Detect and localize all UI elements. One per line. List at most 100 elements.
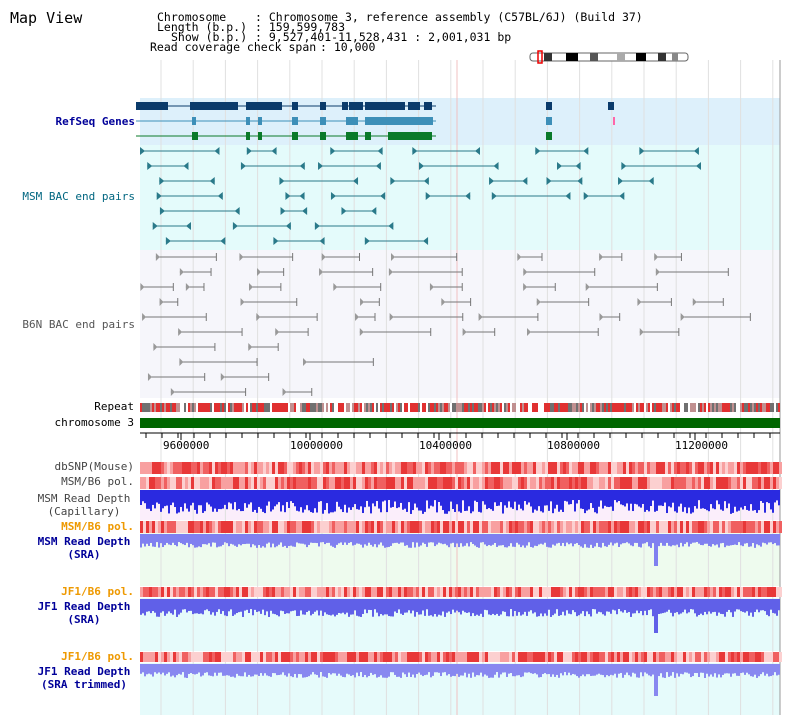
- jf1-sra-depth-bar: [578, 599, 580, 616]
- dbsnp-cell: [515, 462, 518, 474]
- jf1-trim-depth-bar: [410, 664, 412, 678]
- msm-b6-pol-cell: [479, 521, 482, 533]
- b6n-bac-end: [256, 313, 261, 321]
- track-label-b6n-bac[interactable]: B6N BAC end pairs: [22, 318, 135, 331]
- repeat-block: [674, 403, 676, 412]
- repeat-block: [458, 403, 460, 412]
- msm-capillary-depth-bar: [586, 490, 588, 511]
- track-label-jf1-b6-pol-1[interactable]: JF1/B6 pol.: [61, 585, 134, 598]
- dbsnp-cell: [587, 462, 590, 474]
- repeat-block: [346, 403, 348, 412]
- repeat-block: [752, 403, 754, 412]
- repeat-block: [322, 403, 324, 412]
- track-label-msm-bac[interactable]: MSM BAC end pairs: [22, 190, 135, 203]
- track-label-repeat[interactable]: Repeat: [94, 400, 134, 413]
- msm-b6-pol-cell: [269, 521, 272, 533]
- msm-capillary-depth-bar: [580, 490, 582, 509]
- msm-capillary-depth-bar: [168, 490, 170, 514]
- msm-b6-pol-cell: [641, 521, 644, 533]
- jf1-sra-depth-bar: [320, 599, 322, 611]
- msm-b6-pol-cell: [533, 477, 536, 489]
- msm-sra-depth-bar: [204, 534, 206, 545]
- msm-capillary-depth-bar: [326, 490, 328, 504]
- jf1-trim-depth-bar: [310, 664, 312, 675]
- msm-capillary-depth-bar: [610, 490, 612, 507]
- msm-bac-end: [364, 237, 370, 245]
- jf1-b6-pol-cell: [716, 652, 719, 662]
- jf1-trim-depth-bar: [562, 664, 564, 676]
- msm-capillary-depth-bar: [508, 490, 510, 502]
- msm-sra-depth-bar: [166, 534, 168, 543]
- msm-b6-pol-cell: [215, 477, 218, 489]
- jf1-b6-pol-cell: [650, 587, 653, 597]
- jf1-b6-pol-cell: [248, 587, 251, 597]
- msm-sra-depth-bar: [598, 534, 600, 547]
- track-label-msm-b6-pol-1[interactable]: MSM/B6 pol.: [61, 475, 134, 488]
- jf1-sra-depth-bar: [308, 599, 310, 611]
- jf1-b6-pol-cell: [752, 652, 755, 662]
- b6n-bac-end: [655, 268, 660, 276]
- b6n-bac-end: [355, 313, 360, 321]
- jf1-b6-pol-cell: [458, 652, 461, 662]
- msm-capillary-depth-bar: [388, 490, 390, 501]
- repeat-block: [528, 403, 530, 412]
- dbsnp-cell: [617, 462, 620, 474]
- msm-sra-depth-bar: [562, 534, 564, 543]
- repeat-block: [246, 403, 248, 412]
- track-label-msm-depth-cap-1[interactable]: MSM Read Depth: [37, 492, 131, 505]
- track-label-dbsnp[interactable]: dbSNP(Mouse): [54, 460, 134, 473]
- track-label-refseq-genes[interactable]: RefSeq Genes: [55, 115, 135, 128]
- track-label-jf1-depth-trim-1[interactable]: JF1 Read Depth: [37, 665, 131, 678]
- msm-bac-end: [583, 192, 589, 200]
- repeat-block: [168, 403, 170, 412]
- msm-b6-pol-cell: [275, 521, 278, 533]
- dbsnp-cell: [179, 462, 182, 474]
- msm-capillary-depth-bar: [556, 490, 558, 505]
- dbsnp-cell: [482, 462, 485, 474]
- track-label-msm-b6-pol-2[interactable]: MSM/B6 pol.: [61, 520, 134, 533]
- jf1-b6-pol-cell: [236, 652, 239, 662]
- jf1-b6-pol-cell: [254, 587, 257, 597]
- track-label-msm-depth-sra-1[interactable]: MSM Read Depth: [37, 535, 131, 548]
- jf1-trim-depth-bar: [176, 664, 178, 676]
- b6n-bac-end: [429, 283, 434, 291]
- msm-capillary-depth-bar: [228, 490, 230, 503]
- msm-capillary-depth-bar: [630, 490, 632, 504]
- msm-b6-pol-cell: [680, 477, 683, 489]
- jf1-b6-pol-cell: [647, 587, 650, 597]
- jf1-b6-pol-cell: [440, 587, 443, 597]
- jf1-trim-depth-bar: [292, 664, 294, 678]
- jf1-b6-pol-cell: [593, 587, 596, 597]
- jf1-sra-depth-bar: [256, 599, 258, 612]
- jf1-trim-depth-bar: [680, 664, 682, 674]
- jf1-b6-pol-cell: [698, 652, 701, 662]
- jf1-sra-depth-bar: [258, 599, 260, 612]
- jf1-trim-depth-bar: [272, 664, 274, 674]
- jf1-b6-pol-cell: [257, 652, 260, 662]
- jf1-b6-pol-cell: [185, 652, 188, 662]
- msm-capillary-depth-bar: [210, 490, 212, 507]
- jf1-b6-pol-cell: [614, 587, 617, 597]
- jf1-trim-depth-bar: [342, 664, 344, 677]
- msm-b6-pol-cell: [266, 521, 269, 533]
- msm-b6-pol-cell: [524, 521, 527, 533]
- jf1-sra-depth-bar: [210, 599, 212, 615]
- msm-b6-pol-cell: [248, 477, 251, 489]
- repeat-block: [388, 403, 390, 412]
- msm-b6-pol-cell: [512, 477, 515, 489]
- dbsnp-cell: [608, 462, 611, 474]
- msm-b6-pol-cell: [599, 477, 602, 489]
- track-label-chromosome[interactable]: chromosome 3: [54, 416, 134, 429]
- msm-capillary-depth-bar: [380, 490, 382, 513]
- msm-sra-depth-bar: [778, 534, 780, 546]
- repeat-block: [604, 403, 606, 412]
- repeat-block: [324, 403, 326, 412]
- msm-capillary-depth-bar: [636, 490, 638, 505]
- jf1-b6-pol-cell: [341, 652, 344, 662]
- show-value: : 9,527,401-11,528,431 : 2,001,031 bp: [255, 30, 512, 44]
- track-label-jf1-b6-pol-2[interactable]: JF1/B6 pol.: [61, 650, 134, 663]
- track-label-jf1-depth-sra-1[interactable]: JF1 Read Depth: [37, 600, 131, 613]
- jf1-b6-pol-cell: [353, 652, 356, 662]
- msm-capillary-depth-bar: [408, 490, 410, 503]
- jf1-sra-depth-bar: [510, 599, 512, 610]
